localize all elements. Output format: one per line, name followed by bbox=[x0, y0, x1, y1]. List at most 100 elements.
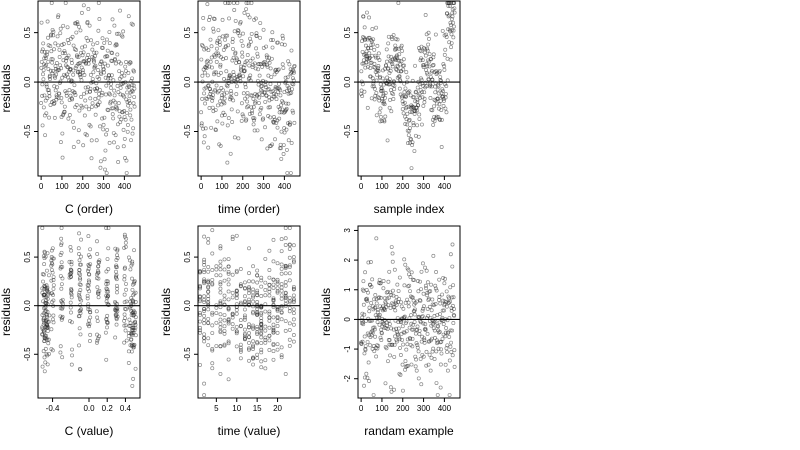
data-point bbox=[385, 327, 390, 331]
data-point bbox=[259, 325, 264, 330]
data-point bbox=[214, 51, 219, 56]
data-point bbox=[77, 231, 82, 236]
data-point bbox=[286, 138, 291, 143]
data-point bbox=[254, 31, 259, 36]
data-point bbox=[210, 312, 215, 317]
data-point bbox=[87, 23, 92, 28]
data-point bbox=[202, 300, 207, 304]
data-point bbox=[114, 31, 119, 36]
data-point bbox=[122, 300, 127, 305]
data-point bbox=[96, 28, 101, 33]
data-point bbox=[291, 322, 296, 327]
data-point bbox=[120, 34, 125, 39]
data-point bbox=[408, 93, 413, 98]
x-axis-title: randam example bbox=[364, 424, 454, 438]
data-point bbox=[449, 340, 453, 345]
data-point bbox=[44, 308, 49, 313]
data-point bbox=[431, 326, 436, 331]
data-point bbox=[411, 123, 416, 128]
x-tick-label: 200 bbox=[76, 182, 90, 191]
data-point bbox=[426, 42, 431, 47]
data-point bbox=[90, 47, 95, 52]
data-point bbox=[367, 379, 371, 383]
data-point bbox=[88, 86, 93, 91]
data-point bbox=[437, 117, 442, 122]
x-tick-label: 0 bbox=[359, 182, 364, 191]
data-point bbox=[449, 295, 454, 300]
data-point bbox=[434, 101, 439, 106]
data-point bbox=[43, 133, 48, 138]
data-point bbox=[214, 344, 219, 348]
data-point bbox=[266, 105, 271, 110]
data-point bbox=[276, 90, 281, 95]
data-point bbox=[106, 246, 111, 251]
data-point bbox=[133, 322, 138, 327]
data-point bbox=[249, 31, 254, 36]
data-point bbox=[212, 17, 217, 21]
data-point bbox=[202, 47, 207, 52]
data-point bbox=[202, 234, 207, 239]
data-point bbox=[364, 371, 369, 376]
data-point bbox=[271, 259, 276, 264]
data-point bbox=[124, 281, 128, 286]
data-point bbox=[374, 297, 379, 302]
data-point bbox=[251, 279, 256, 284]
data-point bbox=[416, 349, 421, 354]
data-point bbox=[88, 310, 93, 315]
data-point bbox=[406, 133, 411, 138]
data-point bbox=[47, 94, 52, 99]
data-point bbox=[262, 60, 267, 64]
data-point bbox=[132, 279, 136, 284]
y-tick-label: -0.5 bbox=[23, 124, 32, 138]
data-point bbox=[279, 305, 284, 310]
data-point bbox=[422, 304, 426, 309]
data-point bbox=[202, 257, 207, 262]
data-point bbox=[282, 130, 287, 135]
data-point bbox=[42, 262, 47, 267]
data-point bbox=[255, 268, 260, 273]
data-point bbox=[265, 64, 270, 69]
data-point bbox=[94, 276, 99, 281]
data-point bbox=[412, 95, 417, 100]
data-point bbox=[242, 333, 247, 338]
data-point bbox=[202, 309, 207, 313]
data-point bbox=[59, 241, 64, 246]
data-point bbox=[226, 357, 231, 362]
y-axis-title: residuals bbox=[319, 64, 333, 112]
data-point bbox=[49, 1, 54, 5]
data-point bbox=[386, 41, 391, 46]
data-point bbox=[395, 282, 400, 287]
data-point bbox=[49, 278, 54, 283]
data-point bbox=[367, 309, 372, 314]
data-point bbox=[386, 303, 391, 307]
data-point bbox=[96, 1, 101, 5]
data-point bbox=[64, 58, 69, 63]
data-point bbox=[361, 14, 366, 19]
data-point bbox=[102, 115, 107, 120]
data-point bbox=[218, 62, 223, 67]
data-point bbox=[414, 341, 419, 346]
data-point bbox=[407, 140, 412, 145]
data-point bbox=[68, 300, 73, 305]
data-point bbox=[121, 80, 126, 85]
data-point bbox=[387, 338, 392, 342]
data-point bbox=[263, 340, 268, 345]
data-point bbox=[86, 52, 91, 57]
data-point bbox=[288, 171, 293, 175]
data-point bbox=[230, 272, 235, 277]
data-point bbox=[266, 87, 271, 92]
data-point bbox=[259, 350, 264, 355]
data-point bbox=[212, 54, 217, 59]
data-point bbox=[444, 289, 449, 294]
data-point bbox=[255, 352, 260, 357]
x-tick-label: 0 bbox=[39, 182, 44, 191]
data-point bbox=[206, 343, 211, 348]
data-point bbox=[447, 358, 452, 363]
data-point bbox=[61, 23, 66, 28]
data-point bbox=[369, 284, 374, 289]
data-point bbox=[78, 276, 82, 280]
data-point bbox=[205, 2, 210, 7]
data-point bbox=[368, 343, 373, 348]
data-point bbox=[218, 244, 223, 249]
data-point bbox=[263, 125, 267, 130]
